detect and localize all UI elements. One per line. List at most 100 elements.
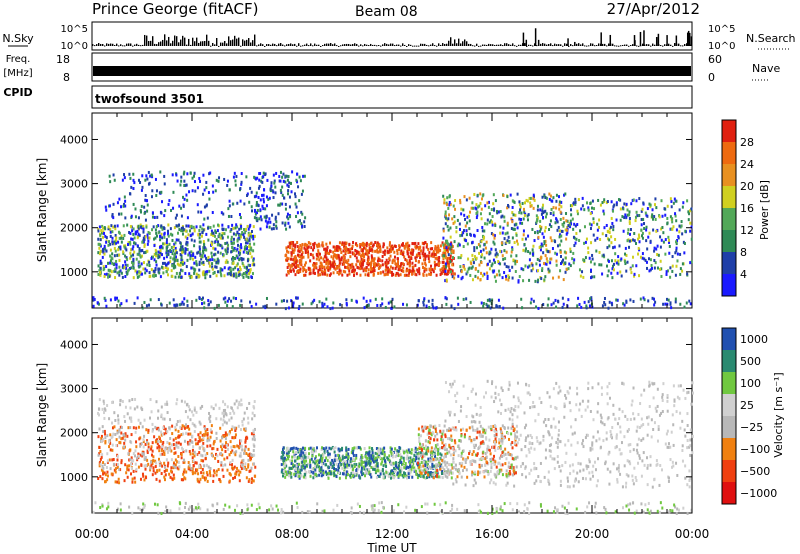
data-cell xyxy=(173,476,176,480)
data-cell xyxy=(523,201,526,205)
data-cell xyxy=(334,446,337,450)
data-cell xyxy=(294,243,297,247)
data-cell xyxy=(136,405,139,409)
data-cell xyxy=(439,273,442,277)
data-cell xyxy=(589,227,592,231)
data-cell xyxy=(653,297,656,301)
data-cell xyxy=(226,443,229,447)
data-cell xyxy=(625,299,628,303)
data-cell xyxy=(367,263,370,267)
data-cell xyxy=(146,440,149,444)
data-cell xyxy=(299,179,302,183)
data-cell xyxy=(138,247,141,251)
data-cell xyxy=(132,245,135,249)
data-cell xyxy=(232,451,235,455)
data-cell xyxy=(606,229,609,233)
data-cell xyxy=(107,227,110,231)
data-cell xyxy=(624,262,627,266)
data-cell xyxy=(127,468,130,472)
noise-sample xyxy=(622,44,624,46)
noise-sample xyxy=(542,43,544,46)
data-cell xyxy=(656,266,659,270)
data-cell xyxy=(191,189,194,193)
data-cell xyxy=(136,244,139,248)
data-cell xyxy=(569,250,572,254)
data-cell xyxy=(607,306,610,310)
data-cell xyxy=(114,269,117,273)
data-cell xyxy=(148,231,151,235)
data-cell xyxy=(560,234,563,238)
noise-spike xyxy=(675,35,678,46)
data-cell xyxy=(543,242,546,246)
data-cell xyxy=(125,299,128,303)
noise-sample xyxy=(482,44,484,46)
data-cell xyxy=(296,211,299,215)
noise-sample xyxy=(412,45,414,47)
data-cell xyxy=(204,457,207,461)
data-cell xyxy=(299,259,302,263)
data-cell xyxy=(139,270,142,274)
noise-sample xyxy=(286,44,288,46)
data-cell xyxy=(397,467,400,471)
noise-sample xyxy=(350,44,352,46)
data-cell xyxy=(93,297,96,301)
data-cell xyxy=(260,179,263,183)
data-cell xyxy=(156,442,159,446)
noise-spike xyxy=(655,37,658,46)
data-cell xyxy=(479,192,482,196)
data-cell xyxy=(115,438,118,442)
data-cell xyxy=(171,477,174,481)
data-cell xyxy=(518,200,521,204)
data-cell xyxy=(340,448,343,452)
data-cell xyxy=(487,205,490,209)
data-cell xyxy=(530,204,533,208)
data-cell xyxy=(608,231,611,235)
data-cell xyxy=(155,263,158,267)
data-cell xyxy=(613,203,616,207)
data-cell xyxy=(521,306,524,310)
data-cell xyxy=(642,217,645,221)
data-cell xyxy=(256,211,259,215)
freq-unit-label: [MHz] xyxy=(3,68,32,79)
data-cell xyxy=(650,263,653,267)
noise-sample xyxy=(234,35,236,46)
data-cell xyxy=(240,444,243,448)
data-cell xyxy=(444,222,447,226)
data-cell xyxy=(446,250,449,254)
data-cell xyxy=(498,273,501,277)
data-cell xyxy=(250,248,253,252)
data-cell xyxy=(108,445,111,449)
data-cell xyxy=(139,180,142,184)
data-cell xyxy=(503,215,506,219)
data-cell xyxy=(297,264,300,268)
data-cell xyxy=(126,467,129,471)
data-cell xyxy=(111,448,114,452)
data-cell xyxy=(100,229,103,233)
data-cell xyxy=(161,443,164,447)
data-cell xyxy=(623,303,626,307)
data-cell xyxy=(201,227,204,231)
data-cell xyxy=(162,266,165,270)
data-cell xyxy=(274,185,277,189)
data-cell xyxy=(191,472,194,476)
data-cell xyxy=(250,190,253,194)
noise-sample xyxy=(206,34,208,46)
data-cell xyxy=(282,457,285,461)
data-cell xyxy=(406,241,409,245)
data-cell xyxy=(228,418,231,422)
data-cell xyxy=(332,245,335,249)
data-cell xyxy=(103,471,106,475)
data-cell xyxy=(163,226,166,230)
data-cell xyxy=(233,426,236,430)
data-cell xyxy=(160,430,163,434)
data-cell xyxy=(233,411,236,415)
data-cell xyxy=(117,240,120,244)
data-cell xyxy=(111,236,114,240)
noise-sample xyxy=(264,45,266,47)
data-cell xyxy=(114,249,117,253)
data-cell xyxy=(660,227,663,231)
data-cell xyxy=(290,254,293,258)
data-cell xyxy=(250,452,253,456)
data-cell xyxy=(349,250,352,254)
noise-sample xyxy=(172,40,174,46)
